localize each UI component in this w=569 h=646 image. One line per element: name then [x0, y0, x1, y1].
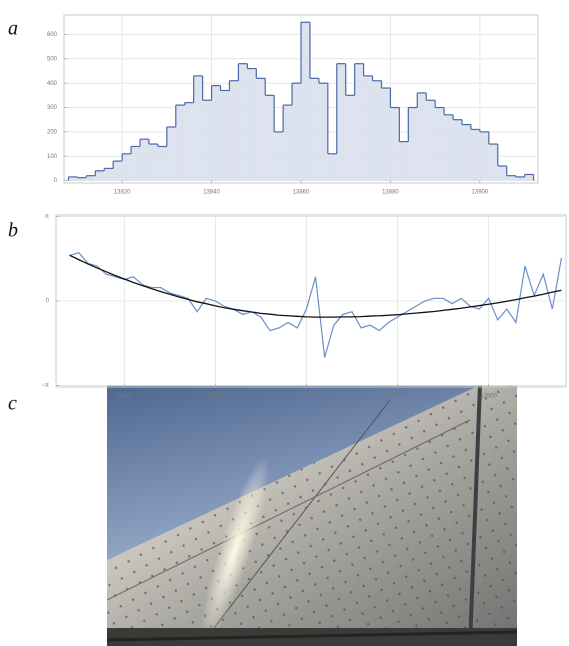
- bar: [453, 119, 462, 181]
- x-tick-label: 13860: [298, 394, 315, 400]
- bar: [256, 78, 266, 181]
- panel-label: b: [8, 220, 18, 242]
- bar: [77, 177, 87, 181]
- bar: [515, 176, 525, 181]
- bar: [68, 176, 78, 181]
- bar: [131, 146, 141, 181]
- bar: [345, 95, 355, 181]
- y-tick-label: 100: [47, 154, 58, 160]
- bar: [175, 105, 185, 181]
- bar: [354, 63, 364, 181]
- bar: [211, 85, 221, 181]
- bar: [417, 92, 427, 181]
- bar: [381, 88, 391, 181]
- bar: [408, 107, 418, 181]
- y-tick-label: π: [45, 214, 49, 220]
- bar: [426, 100, 436, 181]
- bar: [148, 144, 158, 181]
- y-tick-label: 600: [47, 32, 58, 38]
- bar: [184, 102, 194, 181]
- panel-label: c: [8, 393, 17, 415]
- bar: [202, 100, 212, 181]
- bar: [140, 139, 149, 181]
- bar: [104, 168, 114, 181]
- y-tick-label: 300: [47, 105, 58, 111]
- x-tick-label: 13820: [114, 190, 131, 196]
- bar: [166, 127, 176, 181]
- y-tick-label: 0: [54, 178, 58, 184]
- bar: [497, 165, 507, 181]
- bar: [444, 114, 454, 181]
- bar: [301, 22, 310, 181]
- panel-label: a: [8, 18, 18, 40]
- bar: [157, 146, 167, 181]
- y-tick-label: 200: [47, 129, 58, 135]
- bar: [470, 129, 480, 181]
- bar: [113, 161, 123, 181]
- bar: [229, 80, 239, 181]
- bar: [95, 170, 105, 181]
- bar: [372, 80, 382, 181]
- bar: [274, 131, 284, 181]
- bar: [399, 141, 409, 181]
- x-tick-label: 13860: [293, 190, 310, 196]
- bar: [488, 144, 498, 181]
- bar: [336, 63, 346, 181]
- bar: [220, 90, 230, 181]
- series-line: [69, 251, 563, 358]
- series-line: [69, 254, 562, 318]
- x-tick-label: 13820: [116, 394, 133, 400]
- bar: [283, 105, 293, 181]
- bar: [327, 153, 337, 181]
- x-tick-label: 13900: [480, 394, 497, 400]
- bar: [309, 78, 319, 181]
- y-tick-label: 500: [47, 56, 58, 62]
- bar: [86, 175, 96, 181]
- photo: [107, 385, 517, 646]
- bar: [479, 131, 489, 181]
- bar: [122, 153, 132, 181]
- bar: [238, 63, 248, 181]
- x-tick-label: 13840: [203, 190, 220, 196]
- bar: [318, 83, 328, 181]
- bar: [461, 124, 471, 181]
- bar: [363, 75, 373, 181]
- x-tick-label: 13840: [207, 394, 224, 400]
- bar: [247, 68, 257, 181]
- bar: [265, 95, 275, 181]
- x-tick-label: 13880: [389, 394, 406, 400]
- bar: [506, 175, 516, 181]
- x-tick-label: 13880: [382, 190, 399, 196]
- y-tick-label: 400: [47, 81, 58, 87]
- bar: [292, 83, 301, 181]
- bar: [435, 107, 445, 181]
- x-tick-label: 13900: [472, 190, 489, 196]
- y-tick-label: −π: [41, 383, 49, 389]
- y-tick-label: 0: [46, 299, 50, 305]
- bar: [524, 174, 534, 181]
- bar: [193, 75, 203, 181]
- bar: [390, 107, 400, 181]
